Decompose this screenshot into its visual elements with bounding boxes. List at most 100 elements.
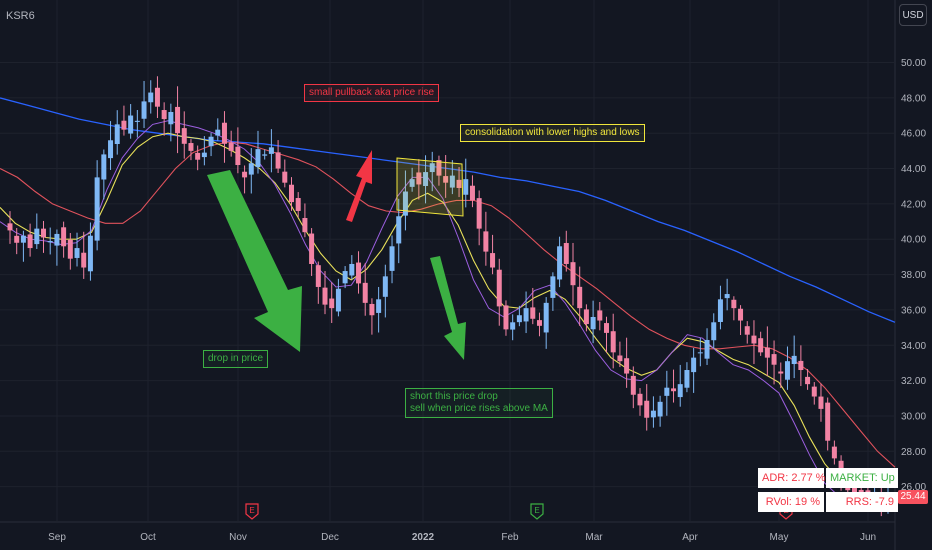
y-tick-label: 40.00: [901, 235, 926, 246]
candle-body: [134, 120, 140, 122]
red-arrow-up: [346, 150, 372, 222]
candle-body: [503, 305, 509, 330]
candle-body: [81, 252, 87, 268]
x-tick-label: Jun: [860, 532, 876, 543]
ma-line-ma-blue: [0, 97, 896, 323]
candle-body: [510, 322, 516, 330]
candle-body: [496, 269, 502, 307]
candle-body: [175, 106, 181, 134]
green-arrow-drop: [207, 170, 302, 352]
candle-body: [711, 322, 717, 341]
annotation-consolidation[interactable]: consolidation with lower highs and lows: [460, 124, 645, 142]
candle-body: [811, 386, 817, 397]
adr-stat: ADR: 2.77 %: [758, 468, 826, 488]
x-tick-label: Feb: [501, 532, 519, 543]
y-tick-label: 42.00: [901, 199, 926, 210]
candle-body: [731, 299, 737, 309]
rrs-stat: RRS: -7.9: [826, 492, 898, 512]
currency-button[interactable]: USD: [899, 4, 927, 26]
candle-body: [798, 360, 804, 371]
candle-body: [101, 154, 107, 180]
candle-body: [563, 243, 569, 264]
candle-body: [825, 402, 831, 441]
y-tick-label: 48.00: [901, 93, 926, 104]
candle-body: [818, 396, 824, 409]
candle-body: [597, 310, 603, 321]
y-tick-label: 30.00: [901, 411, 926, 422]
annotation-drop[interactable]: drop in price: [203, 350, 269, 368]
candle-body: [349, 263, 355, 276]
candle-body: [195, 152, 201, 160]
candle-body: [268, 147, 274, 154]
candle-body: [382, 276, 388, 297]
candle-body: [114, 124, 120, 145]
y-tick-label: 50.00: [901, 58, 926, 69]
candle-body: [168, 111, 174, 125]
candle-body: [14, 235, 20, 243]
candle-body: [758, 338, 764, 353]
candle-body: [34, 228, 40, 245]
annotation-short-line1: short this price drop: [410, 391, 498, 402]
candle-body: [288, 184, 294, 203]
candle-body: [577, 286, 583, 309]
candle-body: [543, 302, 549, 333]
candle-body: [738, 308, 744, 321]
candle-body: [677, 384, 683, 398]
candle-body: [536, 320, 542, 326]
candle-body: [469, 185, 475, 201]
candle-body: [74, 248, 80, 258]
candle-body: [744, 326, 750, 335]
candle-body: [335, 288, 341, 312]
candle-body: [671, 388, 677, 392]
candle-body: [630, 375, 636, 395]
candle-body: [604, 323, 610, 333]
x-tick-label: Mar: [585, 532, 603, 543]
candle-body: [456, 179, 462, 188]
candle-body: [369, 303, 375, 316]
candle-body: [523, 308, 529, 322]
candle-body: [128, 115, 134, 134]
y-tick-label: 32.00: [901, 376, 926, 387]
candle-body: [322, 287, 328, 305]
candle-body: [436, 160, 442, 176]
candle-body: [108, 140, 114, 159]
annotation-pullback[interactable]: small pullback aka price rise: [304, 84, 440, 102]
candle-body: [148, 92, 154, 103]
candle-body: [215, 129, 221, 136]
candle-body: [7, 223, 13, 231]
candle-body: [315, 265, 321, 287]
candle-body: [94, 177, 100, 241]
green-arrow-short: [430, 256, 466, 360]
earnings-label: E: [249, 506, 254, 515]
earnings-marker: E: [245, 503, 259, 520]
candle-body: [717, 299, 723, 322]
candle-body: [684, 370, 690, 388]
candle-body: [154, 87, 160, 107]
candle-body: [67, 239, 73, 259]
candle-body: [644, 400, 650, 418]
candle-body: [490, 253, 496, 268]
candle-body: [429, 163, 435, 173]
candle-body: [449, 175, 455, 188]
earnings-icon: [245, 503, 259, 520]
candle-body: [376, 299, 382, 313]
candle-body: [791, 355, 797, 365]
x-tick-label: May: [770, 532, 789, 543]
x-tick-label: Oct: [140, 532, 156, 543]
candle-body: [228, 142, 234, 151]
grid-lines: [0, 0, 896, 550]
candle-body: [610, 331, 616, 353]
candle-body: [704, 339, 710, 359]
earnings-label: E: [534, 506, 539, 515]
annotation-short[interactable]: short this price drop sell when price ri…: [405, 388, 553, 418]
y-tick-label: 36.00: [901, 305, 926, 316]
candle-body: [221, 122, 227, 144]
candle-body: [657, 401, 663, 417]
candlesticks: [7, 76, 891, 517]
x-tick-label: Dec: [321, 532, 339, 543]
candle-body: [309, 233, 315, 264]
candle-body: [409, 179, 415, 187]
candle-body: [242, 171, 248, 178]
candle-body: [342, 271, 348, 284]
